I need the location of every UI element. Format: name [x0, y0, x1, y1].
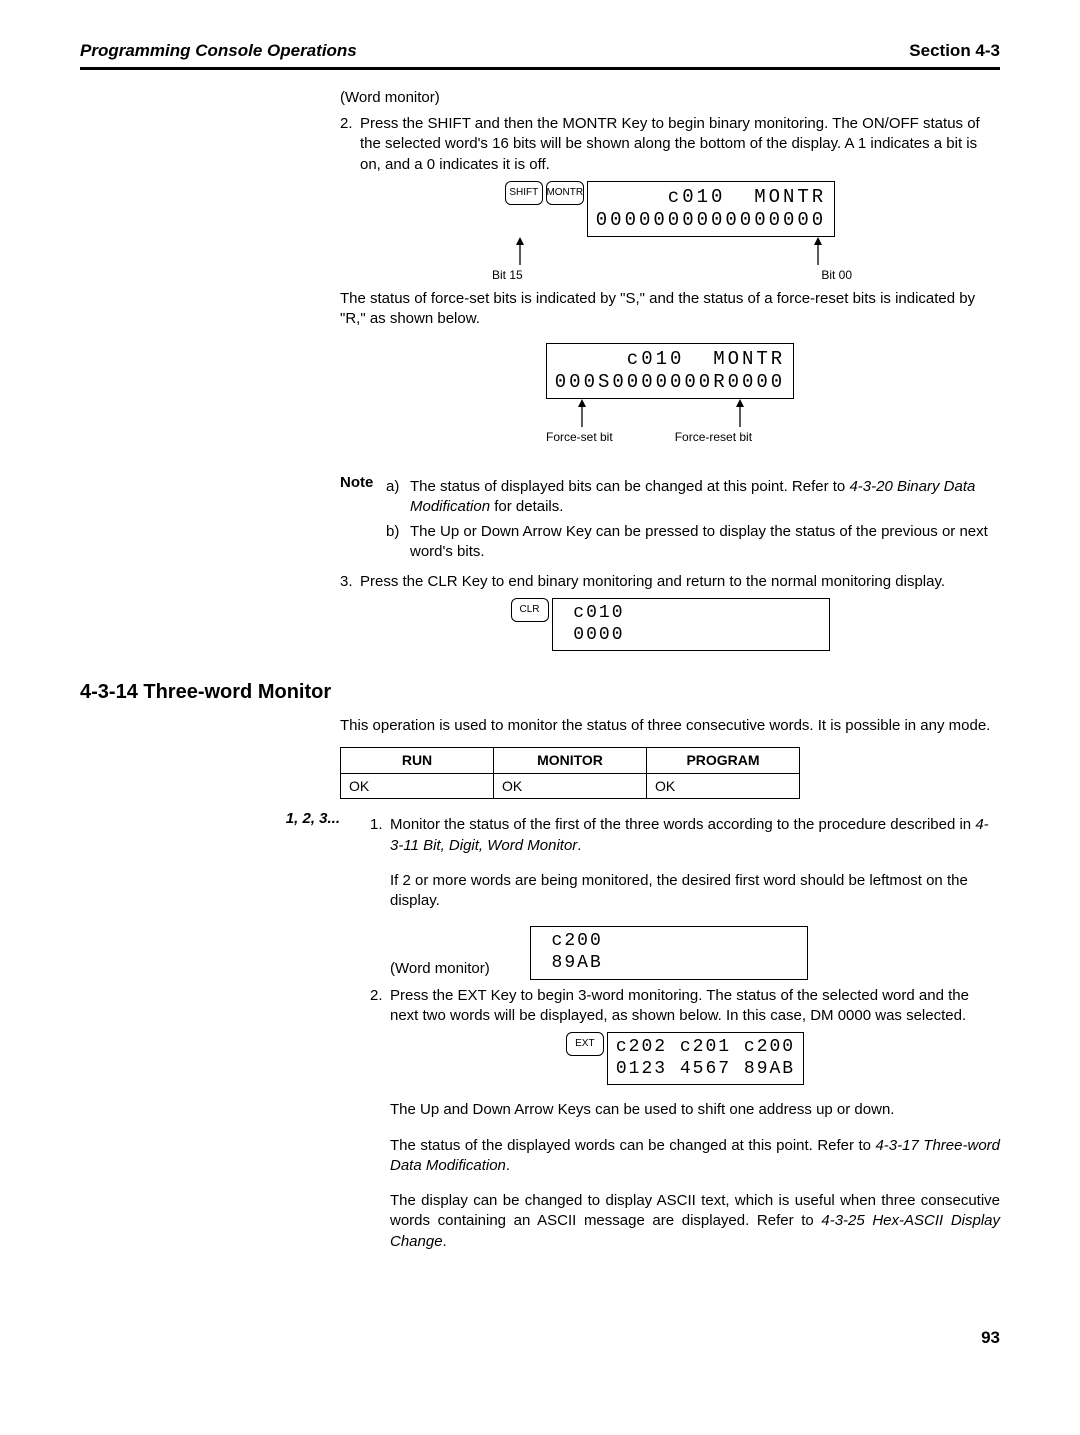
- lcd2-line1: c010 MONTR: [555, 348, 785, 370]
- force-text: The status of force-set bits is indicate…: [340, 289, 1000, 330]
- figure-5: EXT c202 c201 c200 0123 4567 89AB: [370, 1032, 1000, 1085]
- tw-ascii: The display can be changed to display AS…: [390, 1191, 1000, 1252]
- tw-step-2: 2. Press the EXT Key to begin 3-word mon…: [370, 986, 1000, 1027]
- word-monitor-label-top: (Word monitor): [340, 88, 1000, 108]
- header-left: Programming Console Operations: [80, 40, 357, 63]
- lcd-1: c010 MONTR 0000000000000000: [587, 181, 835, 237]
- step-2-num: 2.: [340, 114, 360, 175]
- key-shift: SHIFT: [505, 181, 543, 205]
- page-number: 93: [80, 1327, 1000, 1350]
- step-3-num: 3.: [340, 572, 360, 592]
- figure-3: CLR c010 0000: [340, 598, 1000, 651]
- steps-row: 1, 2, 3... 1. Monitor the status of the …: [80, 809, 1000, 1266]
- note-label: Note: [340, 473, 386, 566]
- note-b: b) The Up or Down Arrow Key can be press…: [386, 522, 1000, 563]
- lcd-4: c200 89AB: [530, 926, 808, 979]
- lcd-2: c010 MONTR 000S0000000R0000: [546, 343, 794, 399]
- step-2: 2. Press the SHIFT and then the MONTR Ke…: [340, 114, 1000, 175]
- tw-change-t1: The status of the displayed words can be…: [390, 1137, 875, 1154]
- tw-step-1: 1. Monitor the status of the first of th…: [370, 815, 1000, 856]
- lcd1-line1: c010 MONTR: [596, 186, 826, 208]
- lcd3-line1: c010: [561, 603, 625, 623]
- label-force-set: Force-set bit: [546, 429, 613, 445]
- mode-hdr-program: PROGRAM: [647, 747, 800, 773]
- step-3-text: Press the CLR Key to end binary monitori…: [360, 572, 1000, 592]
- step-2-text: Press the SHIFT and then the MONTR Key t…: [360, 114, 1000, 175]
- header-right: Section 4-3: [909, 40, 1000, 63]
- note-a-t2: for details.: [490, 498, 563, 515]
- tw-step1-t2: .: [577, 837, 581, 854]
- key-montr: MONTR: [546, 181, 584, 205]
- tw-step1-body: Monitor the status of the first of the t…: [390, 815, 1000, 856]
- tw-step2-text: Press the EXT Key to begin 3-word monito…: [390, 986, 1000, 1027]
- section-title: 4-3-14 Three-word Monitor: [80, 679, 1000, 706]
- key-clr: CLR: [511, 598, 549, 622]
- lcd4-line2: 89AB: [539, 953, 603, 973]
- note-a: a) The status of displayed bits can be c…: [386, 477, 1000, 518]
- tw-step2-num: 2.: [370, 986, 390, 1027]
- mode-hdr-run: RUN: [341, 747, 494, 773]
- mode-table: RUN MONITOR PROGRAM OK OK OK: [340, 747, 800, 800]
- tw-change: The status of the displayed words can be…: [390, 1136, 1000, 1177]
- note-b-text: The Up or Down Arrow Key can be pressed …: [410, 522, 1000, 563]
- lcd5-line2: 0123 4567 89AB: [616, 1059, 795, 1079]
- mode-cell-run: OK: [341, 773, 494, 799]
- lcd2-line2: 000S0000000R0000: [555, 371, 785, 393]
- key-ext: EXT: [566, 1032, 604, 1056]
- note-block: Note a) The status of displayed bits can…: [340, 473, 1000, 566]
- mode-cell-monitor: OK: [494, 773, 647, 799]
- figure-4-row: (Word monitor) c200 89AB: [390, 926, 1000, 979]
- note-b-tag: b): [386, 522, 410, 563]
- lcd5-line1: c202 c201 c200: [616, 1037, 795, 1057]
- page-header: Programming Console Operations Section 4…: [80, 40, 1000, 70]
- word-monitor-label-2: (Word monitor): [390, 959, 490, 979]
- label-force-reset: Force-reset bit: [675, 429, 752, 445]
- lcd-5: c202 c201 c200 0123 4567 89AB: [607, 1032, 804, 1085]
- tw-ascii-t2: .: [443, 1233, 447, 1250]
- bit-arrows-svg: [490, 237, 850, 267]
- lcd4-line1: c200: [539, 931, 603, 951]
- mode-cell-program: OK: [647, 773, 800, 799]
- tw-arrows: The Up and Down Arrow Keys can be used t…: [390, 1100, 1000, 1120]
- note-a-body: The status of displayed bits can be chan…: [410, 477, 1000, 518]
- tw-step1-num: 1.: [370, 815, 390, 856]
- tw-step1-t1: Monitor the status of the first of the t…: [390, 816, 975, 833]
- note-a-tag: a): [386, 477, 410, 518]
- tw-leftmost: If 2 or more words are being monitored, …: [390, 871, 1000, 912]
- section-intro-block: This operation is used to monitor the st…: [340, 716, 1000, 799]
- section-intro: This operation is used to monitor the st…: [340, 716, 1000, 736]
- tw-change-t2: .: [506, 1157, 510, 1174]
- lcd3-line2: 0000: [561, 625, 625, 645]
- body-indent: (Word monitor) 2. Press the SHIFT and th…: [340, 88, 1000, 652]
- lcd1-line2: 0000000000000000: [596, 209, 826, 231]
- lcd-3: c010 0000: [552, 598, 830, 651]
- label-bit15: Bit 15: [492, 267, 523, 283]
- figure-2: c010 MONTR 000S0000000R0000 Force-set bi…: [340, 343, 1000, 445]
- note-a-t1: The status of displayed bits can be chan…: [410, 478, 849, 495]
- force-arrows-svg: [500, 399, 840, 429]
- figure-1: SHIFT MONTR c010 MONTR 0000000000000000 …: [340, 181, 1000, 283]
- mode-hdr-monitor: MONITOR: [494, 747, 647, 773]
- step-3: 3. Press the CLR Key to end binary monit…: [340, 572, 1000, 592]
- steps-label: 1, 2, 3...: [80, 809, 370, 1266]
- label-bit00: Bit 00: [821, 267, 852, 283]
